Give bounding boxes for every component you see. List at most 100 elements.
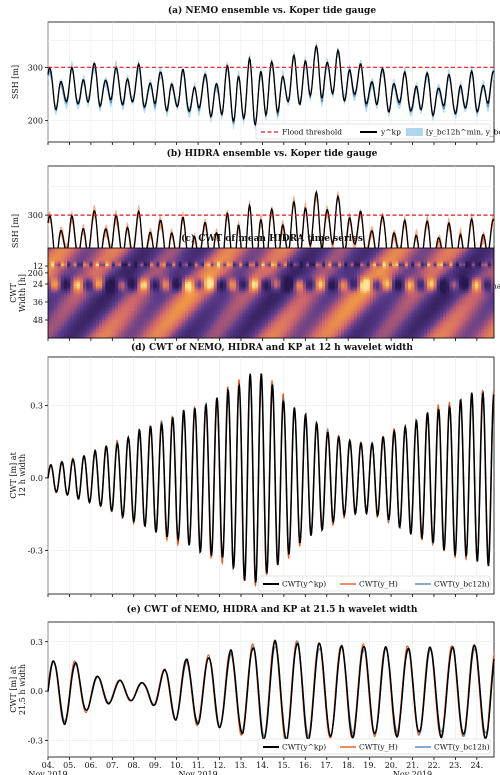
heatmap-cell <box>382 293 387 296</box>
heatmap-cell <box>216 277 221 280</box>
heatmap-cell <box>235 270 240 274</box>
heatmap-cell <box>239 308 243 312</box>
heatmap-cell <box>369 322 374 325</box>
heatmap-cell <box>350 263 355 267</box>
heatmap-cell <box>347 257 352 260</box>
heatmap-cell <box>321 268 326 271</box>
heatmap-cell <box>102 272 106 276</box>
heatmap-cell <box>134 286 138 289</box>
heatmap-cell <box>67 290 71 294</box>
heatmap-cell <box>98 281 103 285</box>
heatmap-cell <box>363 320 368 323</box>
heatmap-cell <box>95 257 100 260</box>
heatmap-cell <box>283 306 288 310</box>
heatmap-cell <box>216 288 221 292</box>
heatmap-cell <box>251 261 256 265</box>
heatmap-cell <box>369 295 374 298</box>
heatmap-cell <box>302 326 307 330</box>
heatmap-cell <box>169 248 173 251</box>
heatmap-cell <box>331 322 336 325</box>
heatmap-cell <box>178 320 183 323</box>
heatmap-cell <box>63 279 68 283</box>
heatmap-cell <box>172 263 176 267</box>
heatmap-cell <box>341 266 345 269</box>
heatmap-cell <box>414 290 419 294</box>
heatmap-cell <box>114 257 119 260</box>
heatmap-cell <box>328 322 333 325</box>
heatmap-cell <box>137 293 141 296</box>
heatmap-cell <box>306 320 310 323</box>
heatmap-cell <box>200 261 205 265</box>
heatmap-cell <box>207 308 211 312</box>
heatmap-cell <box>200 272 205 276</box>
heatmap-cell <box>86 331 90 334</box>
heatmap-cell <box>299 263 304 267</box>
heatmap-cell <box>385 326 390 330</box>
heatmap-cell <box>321 299 326 303</box>
heatmap-cell <box>341 322 345 325</box>
heatmap-cell <box>245 311 250 314</box>
heatmap-cell <box>118 304 122 307</box>
heatmap-cell <box>95 266 100 269</box>
heatmap-cell <box>67 331 71 334</box>
heatmap-cell <box>216 266 221 269</box>
heatmap-cell <box>315 275 320 278</box>
heatmap-cell <box>92 275 97 278</box>
heatmap-cell <box>392 295 396 298</box>
heatmap-cell <box>423 304 428 307</box>
heatmap-cell <box>392 333 396 337</box>
heatmap-cell <box>353 263 358 267</box>
heatmap-cell <box>216 308 221 312</box>
heatmap-cell <box>264 311 269 314</box>
heatmap-cell <box>156 295 160 298</box>
heatmap-cell <box>293 248 297 251</box>
heatmap-cell <box>376 322 380 325</box>
heatmap-cell <box>134 272 138 276</box>
heatmap-cell <box>172 297 176 301</box>
heatmap-cell <box>427 320 431 323</box>
heatmap-cell <box>251 329 256 332</box>
heatmap-cell <box>296 284 301 287</box>
heatmap-cell <box>407 272 412 276</box>
heatmap-cell <box>331 315 336 319</box>
heatmap-cell <box>159 315 164 319</box>
heatmap-cell <box>105 331 110 334</box>
heatmap-cell <box>149 266 154 269</box>
heatmap-cell <box>312 317 317 321</box>
heatmap-cell <box>184 284 189 287</box>
heatmap-cell <box>140 284 145 287</box>
heatmap-cell <box>382 304 387 307</box>
heatmap-cell <box>277 290 282 294</box>
heatmap-cell <box>401 284 406 287</box>
heatmap-cell <box>414 308 419 312</box>
heatmap-cell <box>95 288 100 292</box>
heatmap-cell <box>172 248 176 251</box>
heatmap-cell <box>239 317 243 321</box>
heatmap-cell <box>264 266 269 269</box>
heatmap-cell <box>344 322 348 325</box>
heatmap-cell <box>86 259 90 262</box>
heatmap-cell <box>95 259 100 262</box>
heatmap-cell <box>388 261 393 265</box>
heatmap-cell <box>347 293 352 296</box>
heatmap-cell <box>264 333 269 337</box>
heatmap-cell <box>197 286 202 289</box>
heatmap-cell <box>159 333 164 337</box>
heatmap-cell <box>216 252 221 256</box>
heatmap-cell <box>334 286 339 289</box>
heatmap-cell <box>130 263 135 267</box>
heatmap-cell <box>223 270 227 274</box>
heatmap-cell <box>207 304 211 307</box>
heatmap-cell <box>51 277 55 280</box>
heatmap-cell <box>283 248 288 251</box>
heatmap-cell <box>395 248 399 251</box>
heatmap-cell <box>79 254 84 258</box>
heatmap-cell <box>277 304 282 307</box>
heatmap-cell <box>271 324 275 328</box>
heatmap-cell <box>312 324 317 328</box>
heatmap-cell <box>360 331 364 334</box>
heatmap-cell <box>204 248 208 251</box>
heatmap-cell <box>60 304 65 307</box>
heatmap-cell <box>191 333 196 337</box>
heatmap-cell <box>258 254 262 258</box>
